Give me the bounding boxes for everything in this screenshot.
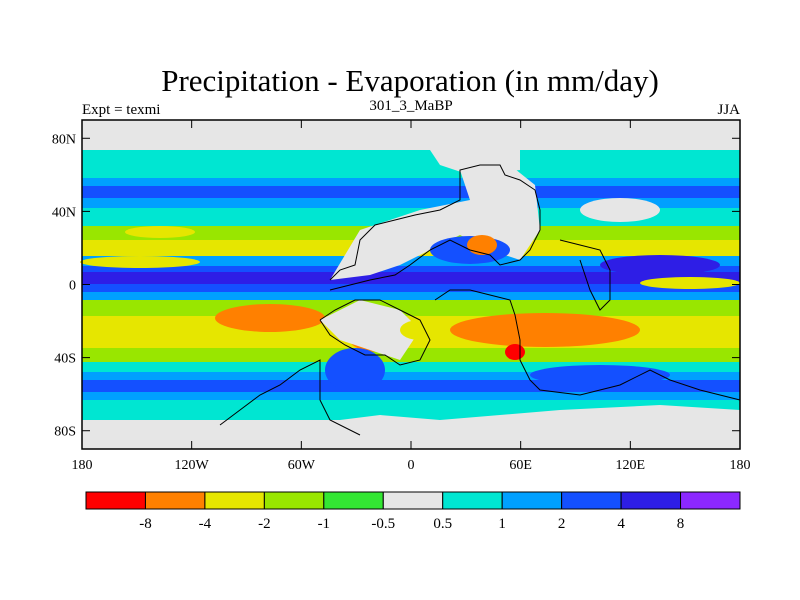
colorbar-label: -2 (258, 516, 271, 532)
x-tick-label: 0 (408, 458, 415, 473)
colorbar-swatch (144, 491, 206, 510)
colorbar-swatch (263, 491, 325, 510)
land-antarctic (82, 405, 740, 449)
y-axis: 80N 40N 0 40S 80S (52, 132, 740, 440)
x-axis: 180 120W 60W 0 60E 120E 180 (72, 120, 751, 473)
colorbar-swatch (323, 491, 384, 510)
colorbar-label: 1 (498, 516, 506, 532)
band-tropic-s (82, 292, 740, 300)
band-south-trans (82, 348, 740, 362)
chart-title: Precipitation - Evaporation (in mm/day) (161, 63, 659, 98)
colorbar-label: 8 (677, 516, 685, 532)
colorbar-label: 0.5 (433, 516, 452, 532)
x-tick-label: 120E (616, 458, 646, 473)
wet-patch-2 (600, 255, 720, 275)
colorbar-label: -1 (318, 516, 331, 532)
dry-core-east-pacific-n-2 (640, 277, 740, 289)
band-south-trans-2 (82, 362, 740, 372)
coastline-antarctica (219, 359, 361, 436)
coastlines (219, 164, 741, 436)
y-tick-label: 40N (52, 205, 76, 220)
x-tick-label: 180 (72, 458, 93, 473)
wet-patch-3 (325, 348, 385, 392)
x-tick-label: 60W (288, 458, 316, 473)
coastline-south-america (319, 299, 431, 366)
colorbar-swatch (85, 491, 146, 510)
band-north-mid-2 (82, 186, 740, 198)
band-arctic (82, 150, 740, 178)
dry-core-east-pacific-n (80, 256, 200, 268)
colorbar-swatch (204, 491, 265, 510)
land-south-america (320, 300, 420, 360)
chart-subtitle-center: 301_3_MaBP (369, 98, 452, 114)
colorbar-label: 2 (558, 516, 566, 532)
colorbar-label: -0.5 (371, 516, 395, 532)
dry-patch-5 (467, 235, 497, 255)
dry-core-indian-ocean (450, 313, 640, 347)
x-tick-label: 60E (509, 458, 532, 473)
colorbar-swatch (561, 491, 622, 510)
land-greenland (430, 140, 520, 175)
band-south-sub (82, 300, 740, 316)
wet-spot-indian (505, 344, 525, 360)
coastline-north-america (329, 164, 541, 291)
colorbar-swatch (501, 491, 563, 510)
colorbar-label: -4 (199, 516, 212, 532)
chart-subtitle-right: JJA (717, 102, 740, 118)
coastline-australia (559, 239, 611, 311)
coastline-africa (434, 289, 741, 401)
colorbar-swatch (680, 491, 741, 510)
x-tick-label: 120W (175, 458, 210, 473)
chart-subtitle-left: Expt = texmi (82, 102, 160, 118)
band-itcz-core (82, 272, 740, 284)
colorbar-swatch (620, 491, 682, 510)
y-tick-label: 80N (52, 132, 76, 147)
map-plot (80, 119, 741, 450)
colorbar: -8 -4 -2 -1 -0.5 0.5 1 2 4 8 (85, 491, 741, 532)
y-tick-label: 40S (54, 352, 76, 367)
colorbar-label: 4 (617, 516, 625, 532)
y-tick-label: 80S (54, 425, 76, 440)
y-tick-label: 0 (69, 279, 76, 294)
dry-core-south-pacific (215, 304, 325, 332)
land-north-america (330, 165, 540, 280)
dry-core-north-pacific (125, 226, 195, 238)
colorbar-swatch (442, 491, 503, 510)
band-tropic-n (82, 256, 740, 266)
x-tick-label: 180 (730, 458, 751, 473)
colorbar-label: -8 (139, 516, 152, 532)
dry-patch-6 (400, 320, 440, 340)
wet-patch-4 (530, 365, 670, 385)
land-africa-sahara (580, 198, 660, 222)
colorbar-swatch (382, 491, 444, 510)
